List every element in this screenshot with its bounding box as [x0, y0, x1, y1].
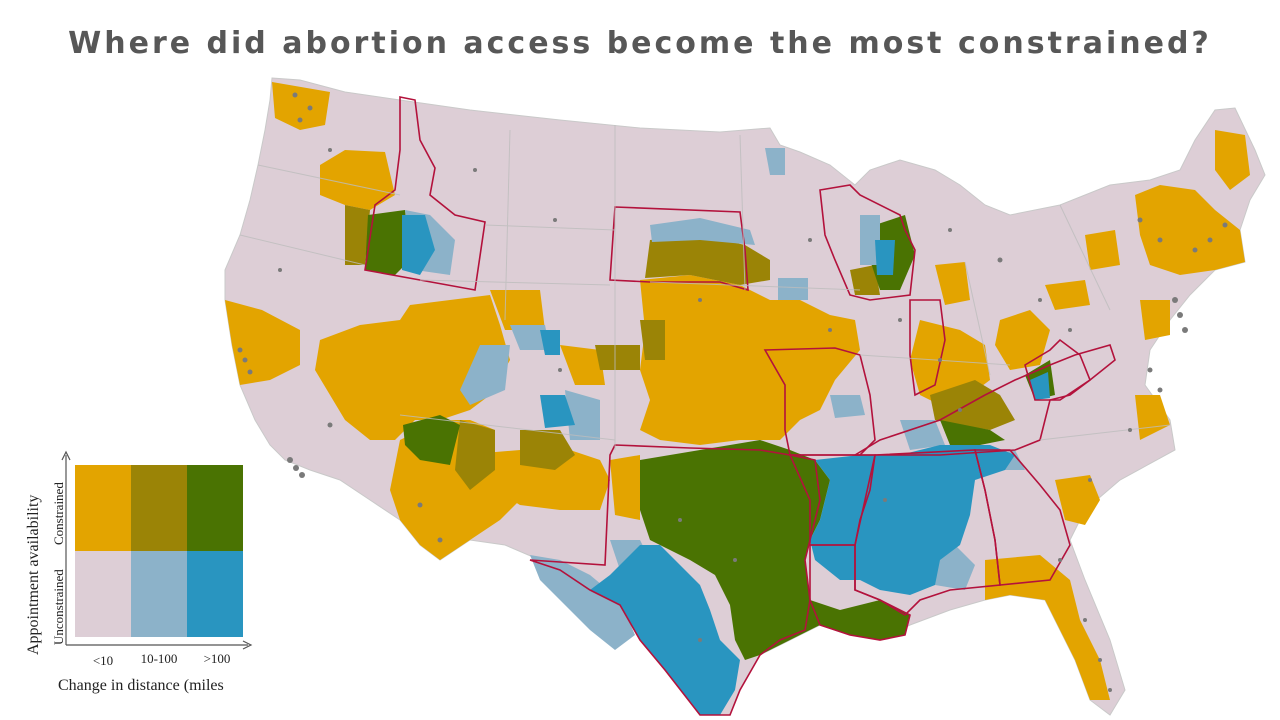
- legend-x-tick-low: <10: [93, 653, 113, 668]
- legend-cell-unconstrained-high: [187, 551, 243, 637]
- legend-cell-unconstrained-mid: [131, 551, 187, 637]
- constrained-mid-regions: [345, 205, 1015, 490]
- legend-x-tick-mid: 10-100: [141, 651, 178, 666]
- idaho-border: [364, 96, 486, 291]
- legend-cell-constrained-low: [75, 465, 131, 551]
- texas-oklahoma-border: [529, 444, 821, 716]
- restricted-state-borders: [364, 96, 1116, 716]
- legend-x-axis-arrow: [242, 640, 253, 650]
- legend-y-unconstrained-label: Unconstrained: [51, 569, 66, 645]
- unconstrained-high-regions: [402, 215, 1050, 715]
- legend-y-constrained-label: Constrained: [51, 482, 66, 545]
- state-border-grid: [239, 125, 1171, 450]
- wisconsin-border: [819, 184, 916, 301]
- georgia-border: [973, 449, 1071, 586]
- legend-y-axis-arrow: [61, 450, 71, 461]
- legend-x-axis-title: Change in distance (miles: [58, 677, 224, 694]
- legend-cell-constrained-high: [187, 465, 243, 551]
- legend-x-tick-high: >100: [204, 651, 231, 666]
- legend-cell-constrained-mid: [131, 465, 187, 551]
- tennessee-kentucky-border: [852, 344, 1116, 456]
- map-title: Where did abortion access become the mos…: [68, 26, 1212, 61]
- indiana-border: [909, 299, 946, 397]
- legend: Appointment availability Constrained Unc…: [25, 450, 253, 694]
- west-virginia-border: [1024, 338, 1091, 401]
- facility-dots: [237, 92, 1228, 692]
- south-dakota-border: [609, 206, 749, 292]
- legend-y-axis-title: Appointment availability: [25, 495, 42, 655]
- legend-cell-unconstrained-low: [75, 551, 131, 637]
